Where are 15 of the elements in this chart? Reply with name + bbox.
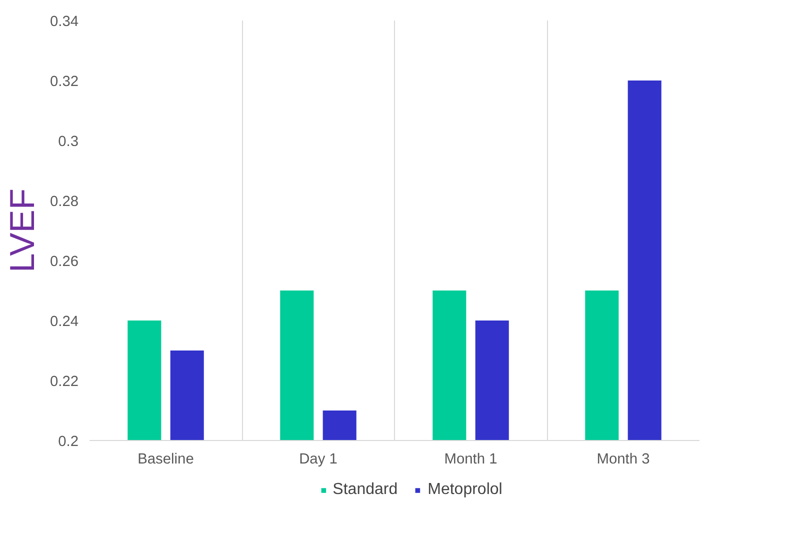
y-tick-label: 0.24 <box>50 314 79 330</box>
y-tick-label: 0.26 <box>50 254 79 270</box>
y-tick-label: 0.3 <box>58 134 78 150</box>
y-axis-title: LVEF <box>4 188 42 273</box>
y-tick-label: 0.28 <box>50 194 79 210</box>
legend-label: Metoprolol <box>428 481 502 499</box>
y-tick-label: 0.32 <box>50 74 79 90</box>
x-tick-label: Month 3 <box>596 452 650 468</box>
legend-label: Standard <box>332 481 398 499</box>
y-tick-label: 0.2 <box>58 434 78 450</box>
y-tick-label: 0.34 <box>50 14 79 30</box>
x-tick-label: Month 1 <box>444 452 498 468</box>
x-tick-label: Day 1 <box>299 452 338 468</box>
x-tick-label: Baseline <box>138 452 194 468</box>
y-tick-label: 0.22 <box>50 374 79 390</box>
